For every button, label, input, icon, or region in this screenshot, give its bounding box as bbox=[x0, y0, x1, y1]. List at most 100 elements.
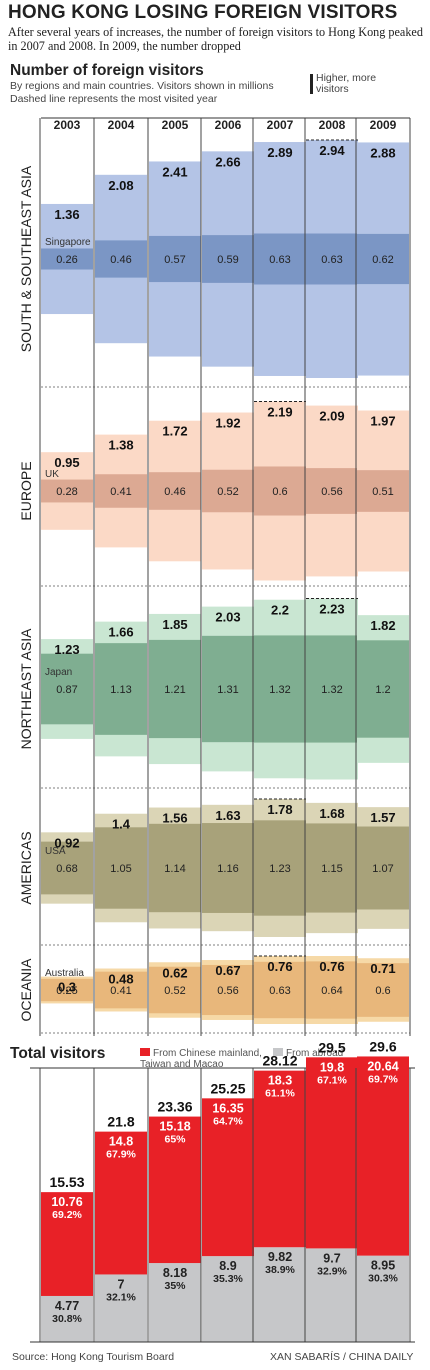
year-header-2003: 2003 bbox=[54, 118, 81, 132]
region-value-3-2009: 1.57 bbox=[370, 810, 395, 825]
mainland-percent-2006: 64.7% bbox=[213, 1115, 243, 1127]
mainland-value-2006: 16.35 bbox=[212, 1101, 243, 1115]
region-value-4-2008: 0.76 bbox=[319, 959, 344, 974]
total-value-2006: 25.25 bbox=[210, 1080, 245, 1096]
mainland-value-2008: 19.8 bbox=[320, 1060, 344, 1074]
abroad-value-2006: 8.9 bbox=[219, 1259, 236, 1273]
mainland-value-2003: 10.76 bbox=[51, 1195, 82, 1209]
abroad-value-2005: 8.18 bbox=[163, 1266, 187, 1280]
country-bar-4-2008 bbox=[306, 961, 358, 1019]
region-value-3-2005: 1.56 bbox=[162, 811, 187, 826]
region-value-2-2004: 1.66 bbox=[108, 625, 133, 640]
section-title-total: Total visitors bbox=[10, 1045, 106, 1062]
country-value-2-2003: 0.87 bbox=[56, 684, 77, 696]
year-header-2006: 2006 bbox=[215, 118, 242, 132]
country-value-3-2003: 0.68 bbox=[56, 863, 77, 875]
abroad-percent-2009: 30.3% bbox=[368, 1273, 398, 1285]
region-value-1-2006: 1.92 bbox=[215, 416, 240, 431]
region-value-2-2008: 2.23 bbox=[319, 602, 344, 617]
region-value-1-2007: 2.19 bbox=[267, 405, 292, 420]
country-value-1-2008: 0.56 bbox=[321, 486, 342, 498]
mainland-value-2005: 15.18 bbox=[159, 1120, 190, 1134]
region-value-4-2003: 0.3 bbox=[58, 980, 76, 995]
region-value-4-2005: 0.62 bbox=[162, 965, 187, 980]
region-value-0-2005: 2.41 bbox=[162, 164, 187, 179]
country-bar-4-2006 bbox=[202, 964, 254, 1016]
mainland-percent-2009: 69.7% bbox=[368, 1073, 398, 1085]
abroad-value-2008: 9.7 bbox=[323, 1251, 340, 1265]
region-value-1-2005: 1.72 bbox=[162, 424, 187, 439]
country-value-4-2006: 0.56 bbox=[217, 985, 238, 997]
country-bar-0-2004 bbox=[95, 240, 147, 278]
country-bar-0-2006 bbox=[202, 235, 254, 283]
total-value-2007: 28.12 bbox=[262, 1053, 297, 1069]
country-value-0-2008: 0.63 bbox=[321, 254, 342, 266]
mainland-bar-2006 bbox=[202, 1098, 254, 1257]
country-value-4-2008: 0.64 bbox=[321, 985, 342, 997]
country-value-4-2007: 0.63 bbox=[269, 985, 290, 997]
abroad-value-2009: 8.95 bbox=[371, 1259, 395, 1273]
mainland-value-2009: 20.64 bbox=[367, 1059, 398, 1073]
mainland-bar-2009 bbox=[357, 1056, 409, 1256]
country-value-1-2003: 0.28 bbox=[56, 486, 77, 498]
country-value-3-2004: 1.05 bbox=[110, 863, 131, 875]
country-bar-2-2009 bbox=[357, 640, 409, 738]
country-bar-3-2003 bbox=[41, 841, 93, 895]
country-bar-4-2004 bbox=[95, 971, 147, 1009]
abroad-percent-2003: 30.8% bbox=[52, 1313, 82, 1325]
country-value-1-2006: 0.52 bbox=[217, 486, 238, 498]
country-bar-3-2007 bbox=[254, 820, 306, 916]
country-value-4-2003: 0.25 bbox=[56, 985, 77, 997]
country-bar-3-2006 bbox=[202, 823, 254, 913]
abroad-bar-2007 bbox=[254, 1247, 306, 1342]
region-name-2: NORTHEAST ASIA bbox=[18, 628, 34, 750]
total-value-2003: 15.53 bbox=[49, 1174, 84, 1190]
region-value-4-2007: 0.76 bbox=[267, 959, 292, 974]
mainland-percent-2005: 65% bbox=[164, 1134, 186, 1146]
region-value-0-2003: 1.36 bbox=[54, 207, 79, 222]
country-bar-0-2005 bbox=[149, 235, 201, 283]
mainland-bar-2004 bbox=[95, 1131, 147, 1275]
country-bar-0-2009 bbox=[357, 233, 409, 285]
region-value-3-2006: 1.63 bbox=[215, 808, 240, 823]
total-value-2008: 29.5 bbox=[318, 1039, 345, 1055]
abroad-value-2004: 7 bbox=[118, 1277, 125, 1291]
country-value-0-2005: 0.57 bbox=[164, 254, 185, 266]
region-value-1-2004: 1.38 bbox=[108, 438, 133, 453]
legend-abroad-label: From abroad bbox=[286, 1048, 344, 1059]
country-bar-1-2007 bbox=[254, 466, 306, 516]
mainland-value-2004: 14.8 bbox=[109, 1135, 133, 1149]
mainland-percent-2003: 69.2% bbox=[52, 1209, 82, 1221]
region-value-0-2009: 2.88 bbox=[370, 145, 395, 160]
abroad-bar-2006 bbox=[202, 1256, 254, 1342]
year-header-2007: 2007 bbox=[267, 118, 294, 132]
country-value-4-2009: 0.6 bbox=[375, 985, 390, 997]
country-value-3-2005: 1.14 bbox=[164, 863, 185, 875]
region-value-4-2006: 0.67 bbox=[215, 963, 240, 978]
abroad-percent-2008: 32.9% bbox=[317, 1265, 347, 1277]
total-value-2009: 29.6 bbox=[369, 1038, 396, 1054]
country-bar-4-2005 bbox=[149, 966, 201, 1014]
country-bar-2-2005 bbox=[149, 639, 201, 739]
country-value-2-2004: 1.13 bbox=[110, 684, 131, 696]
country-value-1-2005: 0.46 bbox=[164, 486, 185, 498]
legend-bar-icon bbox=[310, 74, 313, 94]
mainland-bar-2003 bbox=[41, 1192, 93, 1296]
region-name-0: SOUTH & SOUTHEAST ASIA bbox=[18, 165, 34, 352]
country-bar-3-2008 bbox=[306, 823, 358, 913]
country-bar-1-2006 bbox=[202, 469, 254, 513]
country-bar-2-2003 bbox=[41, 653, 93, 725]
mainland-bar-2007 bbox=[254, 1070, 306, 1248]
region-value-1-2003: 0.95 bbox=[54, 455, 79, 470]
legend-higher-label: Higher, more visitors bbox=[316, 72, 377, 95]
country-bar-3-2009 bbox=[357, 826, 409, 910]
country-value-2-2009: 1.2 bbox=[375, 684, 390, 696]
year-header-2008: 2008 bbox=[319, 118, 346, 132]
region-value-0-2007: 2.89 bbox=[267, 145, 292, 160]
region-value-0-2004: 2.08 bbox=[108, 178, 133, 193]
mainland-percent-2004: 67.9% bbox=[106, 1149, 136, 1161]
section-title-foreign: Number of foreign visitors bbox=[10, 62, 204, 79]
legend-swatch-mainland bbox=[140, 1048, 150, 1056]
abroad-bar-2003 bbox=[41, 1295, 93, 1342]
country-value-3-2007: 1.23 bbox=[269, 863, 290, 875]
